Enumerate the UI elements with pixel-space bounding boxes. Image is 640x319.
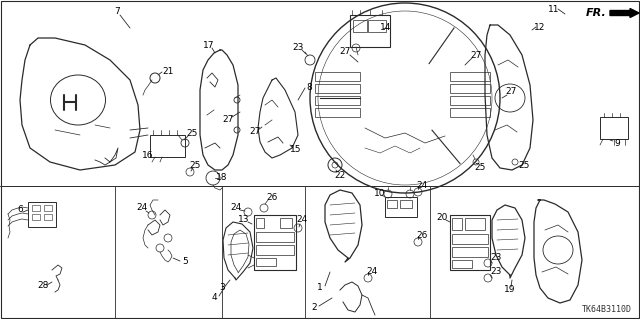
- Text: 6: 6: [17, 205, 23, 214]
- Bar: [450, 72, 490, 81]
- Bar: [44, 205, 52, 211]
- Bar: [368, 20, 386, 32]
- Bar: [385, 197, 417, 217]
- Bar: [280, 218, 292, 228]
- Text: 27: 27: [222, 115, 234, 124]
- Text: 11: 11: [548, 4, 560, 13]
- Bar: [44, 214, 52, 220]
- Text: 4: 4: [211, 293, 217, 301]
- Bar: [600, 117, 628, 139]
- Text: 28: 28: [37, 281, 49, 291]
- Text: 25: 25: [186, 129, 198, 137]
- Bar: [32, 214, 40, 220]
- Bar: [450, 108, 490, 117]
- Bar: [450, 215, 490, 270]
- Text: 5: 5: [182, 257, 188, 266]
- Text: 25: 25: [518, 160, 530, 169]
- Text: 27: 27: [250, 128, 260, 137]
- Bar: [256, 218, 264, 228]
- Text: 27: 27: [506, 87, 516, 97]
- Text: 25: 25: [189, 160, 201, 169]
- Text: 17: 17: [204, 41, 215, 49]
- Text: 23: 23: [490, 268, 502, 277]
- Text: 2: 2: [311, 302, 317, 311]
- Text: 1: 1: [317, 284, 323, 293]
- Text: 26: 26: [416, 232, 428, 241]
- Text: 24: 24: [230, 203, 242, 211]
- Bar: [315, 72, 360, 81]
- Bar: [387, 200, 397, 208]
- Text: 15: 15: [291, 145, 301, 154]
- Bar: [256, 232, 294, 242]
- Text: 24: 24: [366, 268, 378, 277]
- Bar: [315, 108, 360, 117]
- Bar: [256, 245, 294, 255]
- Text: 14: 14: [380, 24, 392, 33]
- Bar: [452, 234, 488, 244]
- Bar: [452, 218, 462, 230]
- Text: 27: 27: [470, 50, 482, 60]
- Bar: [256, 258, 276, 266]
- Bar: [28, 202, 56, 227]
- Text: 23: 23: [490, 253, 502, 262]
- Text: 26: 26: [266, 192, 278, 202]
- Bar: [465, 218, 485, 230]
- Bar: [353, 20, 367, 32]
- Text: TK64B3110D: TK64B3110D: [582, 305, 632, 314]
- Text: 19: 19: [504, 286, 516, 294]
- Text: 24: 24: [417, 182, 428, 190]
- Bar: [400, 200, 412, 208]
- Bar: [452, 247, 488, 257]
- Text: 22: 22: [334, 170, 346, 180]
- FancyArrow shape: [610, 9, 639, 18]
- Text: 13: 13: [238, 216, 250, 225]
- Text: 27: 27: [339, 48, 351, 56]
- Text: 21: 21: [163, 68, 173, 77]
- Text: 10: 10: [374, 189, 386, 197]
- Bar: [150, 135, 185, 157]
- Bar: [315, 84, 360, 93]
- Bar: [32, 205, 40, 211]
- Bar: [315, 96, 360, 105]
- Text: FR.: FR.: [586, 8, 607, 18]
- Bar: [450, 96, 490, 105]
- Text: 8: 8: [306, 84, 312, 93]
- Text: 25: 25: [474, 164, 486, 173]
- Text: 3: 3: [219, 283, 225, 292]
- Text: 12: 12: [534, 23, 546, 32]
- Text: 16: 16: [142, 152, 154, 160]
- Text: 23: 23: [292, 42, 304, 51]
- Bar: [452, 260, 472, 268]
- Bar: [350, 15, 390, 47]
- Text: 24: 24: [296, 216, 308, 225]
- Text: 9: 9: [614, 138, 620, 147]
- Bar: [254, 215, 296, 270]
- Text: 24: 24: [136, 204, 148, 212]
- Text: 7: 7: [114, 6, 120, 16]
- Bar: [450, 84, 490, 93]
- Text: 20: 20: [436, 213, 448, 222]
- Text: 18: 18: [216, 174, 228, 182]
